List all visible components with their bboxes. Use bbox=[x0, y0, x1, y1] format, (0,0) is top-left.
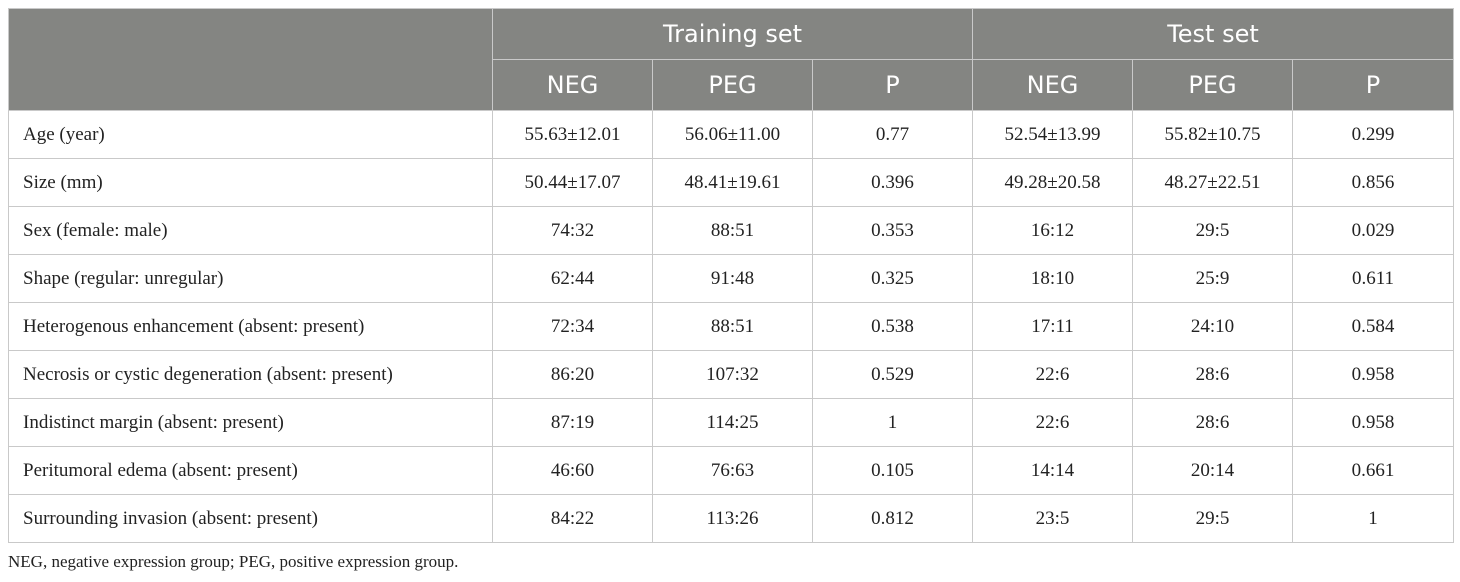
header-test-set: Test set bbox=[972, 8, 1454, 60]
table-cell: 0.77 bbox=[812, 110, 973, 159]
table-cell: 0.812 bbox=[812, 494, 973, 543]
table-cell: 107:32 bbox=[652, 350, 813, 399]
table-row: Surrounding invasion (absent: present) 84… bbox=[8, 494, 1454, 543]
table-cell: 25:9 bbox=[1132, 254, 1293, 303]
table-footnote: NEG, negative expression group; PEG, pos… bbox=[8, 552, 459, 571]
table-cell: 0.611 bbox=[1292, 254, 1454, 303]
row-label: Age (year) bbox=[8, 110, 493, 159]
table-row: Indistinct margin (absent: present) 87:19… bbox=[8, 398, 1454, 447]
table-cell: 0.353 bbox=[812, 206, 973, 255]
table-row: Peritumoral edema (absent: present) 46:60… bbox=[8, 446, 1454, 495]
header-p: P bbox=[812, 59, 973, 111]
table-header: Training set Test set NEG PEG P NEG PEG … bbox=[8, 8, 1454, 111]
table-cell: 0.958 bbox=[1292, 350, 1454, 399]
table-row: Size (mm) 50.44±17.07 48.41±19.61 0.396 49.2… bbox=[8, 158, 1454, 207]
row-label: Necrosis or cystic degeneration (absent:… bbox=[8, 350, 493, 399]
table-cell: 0.029 bbox=[1292, 206, 1454, 255]
row-label: Peritumoral edema (absent: present) bbox=[8, 446, 493, 495]
table-cell: 55.82±10.75 bbox=[1132, 110, 1293, 159]
header-neg: NEG bbox=[492, 59, 653, 111]
row-label: Size (mm) bbox=[8, 158, 493, 207]
row-label: Indistinct margin (absent: present) bbox=[8, 398, 493, 447]
table-cell: 88:51 bbox=[652, 206, 813, 255]
table-cell: 48.27±22.51 bbox=[1132, 158, 1293, 207]
table-cell: 55.63±12.01 bbox=[492, 110, 653, 159]
table-cell: 0.584 bbox=[1292, 302, 1454, 351]
table-cell: 0.396 bbox=[812, 158, 973, 207]
table-cell: 23:5 bbox=[972, 494, 1133, 543]
table-cell: 62:44 bbox=[492, 254, 653, 303]
table-cell: 76:63 bbox=[652, 446, 813, 495]
table-cell: 50.44±17.07 bbox=[492, 158, 653, 207]
table-cell: 0.529 bbox=[812, 350, 973, 399]
table-row: Necrosis or cystic degeneration (absent:… bbox=[8, 350, 1454, 399]
header-neg: NEG bbox=[972, 59, 1133, 111]
table-cell: 20:14 bbox=[1132, 446, 1293, 495]
table-cell: 86:20 bbox=[492, 350, 653, 399]
table-cell: 17:11 bbox=[972, 302, 1133, 351]
header-training-set: Training set bbox=[492, 8, 973, 60]
table-cell: 56.06±11.00 bbox=[652, 110, 813, 159]
table-cell: 52.54±13.99 bbox=[972, 110, 1133, 159]
row-label: Surrounding invasion (absent: present) bbox=[8, 494, 493, 543]
table-row: Shape (regular: unregular) 62:44 91:48 0.32… bbox=[8, 254, 1454, 303]
table-row: Heterogenous enhancement (absent: presen… bbox=[8, 302, 1454, 351]
table-cell: 0.958 bbox=[1292, 398, 1454, 447]
table-cell: 28:6 bbox=[1132, 350, 1293, 399]
table-cell: 1 bbox=[1292, 494, 1454, 543]
header-peg: PEG bbox=[1132, 59, 1293, 111]
table-body: Age (year) 55.63±12.01 56.06±11.00 0.77 52.5… bbox=[8, 110, 1454, 543]
table-cell: 84:22 bbox=[492, 494, 653, 543]
table-cell: 87:19 bbox=[492, 398, 653, 447]
table-cell: 28:6 bbox=[1132, 398, 1293, 447]
table-cell: 29:5 bbox=[1132, 206, 1293, 255]
table-cell: 0.105 bbox=[812, 446, 973, 495]
table-cell: 0.299 bbox=[1292, 110, 1454, 159]
table-cell: 1 bbox=[812, 398, 973, 447]
table-cell: 29:5 bbox=[1132, 494, 1293, 543]
data-table: Training set Test set NEG PEG P NEG PEG … bbox=[8, 8, 1454, 543]
table-cell: 0.325 bbox=[812, 254, 973, 303]
table-cell: 113:26 bbox=[652, 494, 813, 543]
table-row: Age (year) 55.63±12.01 56.06±11.00 0.77 52.5… bbox=[8, 110, 1454, 159]
row-label: Sex (female: male) bbox=[8, 206, 493, 255]
table-cell: 22:6 bbox=[972, 350, 1133, 399]
table-cell: 0.661 bbox=[1292, 446, 1454, 495]
header-row-subcolumns: NEG PEG P NEG PEG P bbox=[9, 59, 1454, 111]
table-cell: 114:25 bbox=[652, 398, 813, 447]
header-p: P bbox=[1292, 59, 1454, 111]
table-cell: 74:32 bbox=[492, 206, 653, 255]
header-corner-cell bbox=[8, 8, 493, 111]
table-cell: 88:51 bbox=[652, 302, 813, 351]
table-cell: 18:10 bbox=[972, 254, 1133, 303]
row-label: Heterogenous enhancement (absent: presen… bbox=[8, 302, 493, 351]
table-cell: 49.28±20.58 bbox=[972, 158, 1133, 207]
header-peg: PEG bbox=[652, 59, 813, 111]
table-cell: 72:34 bbox=[492, 302, 653, 351]
row-label: Shape (regular: unregular) bbox=[8, 254, 493, 303]
table-cell: 48.41±19.61 bbox=[652, 158, 813, 207]
table-cell: 0.856 bbox=[1292, 158, 1454, 207]
table-cell: 91:48 bbox=[652, 254, 813, 303]
header-row-groups: Training set Test set bbox=[8, 8, 1454, 111]
table-cell: 16:12 bbox=[972, 206, 1133, 255]
table-row: Sex (female: male) 74:32 88:51 0.353 16:12 29… bbox=[8, 206, 1454, 255]
table-cell: 14:14 bbox=[972, 446, 1133, 495]
table-cell: 22:6 bbox=[972, 398, 1133, 447]
table-cell: 46:60 bbox=[492, 446, 653, 495]
table-cell: 0.538 bbox=[812, 302, 973, 351]
table-cell: 24:10 bbox=[1132, 302, 1293, 351]
